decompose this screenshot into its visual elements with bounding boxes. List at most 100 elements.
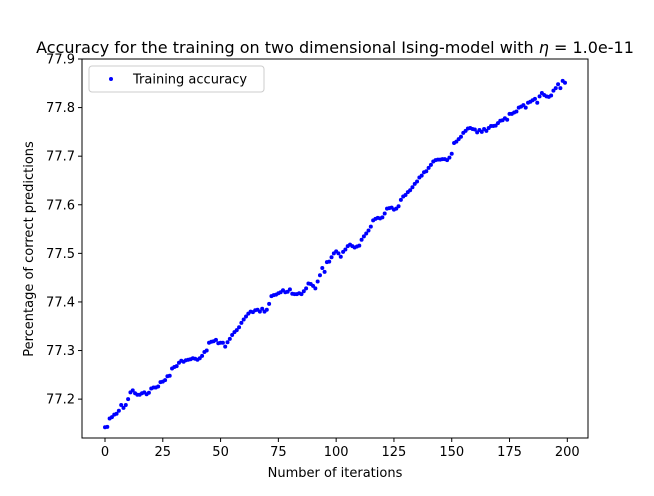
data-point bbox=[114, 411, 119, 416]
data-point bbox=[329, 255, 334, 260]
data-points-layer bbox=[103, 78, 567, 430]
data-point bbox=[213, 337, 218, 342]
data-point bbox=[121, 405, 126, 410]
x-tick-label: 25 bbox=[155, 445, 172, 460]
data-point bbox=[146, 390, 151, 395]
data-point bbox=[327, 259, 332, 264]
legend-box bbox=[88, 65, 265, 93]
data-point bbox=[260, 306, 265, 311]
y-tick-label: 77.5 bbox=[46, 247, 75, 262]
data-point bbox=[424, 169, 429, 174]
data-point bbox=[322, 269, 327, 274]
data-point bbox=[364, 231, 369, 236]
data-point bbox=[299, 292, 304, 297]
data-point bbox=[368, 224, 373, 229]
data-point bbox=[458, 134, 463, 139]
data-point bbox=[301, 289, 306, 294]
data-point bbox=[315, 279, 320, 284]
x-axis-label: Number of iterations bbox=[268, 466, 403, 481]
data-point bbox=[313, 286, 318, 291]
data-point bbox=[537, 94, 542, 99]
data-point bbox=[126, 397, 131, 402]
data-point bbox=[156, 384, 161, 389]
data-point bbox=[532, 96, 537, 101]
data-point bbox=[320, 265, 325, 270]
data-point bbox=[398, 197, 403, 202]
data-point bbox=[241, 317, 246, 322]
y-axis-ticks: 77.2 77.3 77.4 77.5 77.6 77.7 77.8 77.9 bbox=[46, 53, 82, 408]
data-point bbox=[484, 128, 489, 133]
data-point bbox=[523, 105, 528, 110]
data-point bbox=[361, 234, 366, 239]
legend-label: Training accuracy bbox=[132, 73, 247, 88]
x-tick-label: 50 bbox=[212, 445, 229, 460]
data-point bbox=[396, 204, 401, 209]
data-point bbox=[225, 340, 230, 345]
data-point bbox=[234, 328, 239, 333]
x-tick-label: 125 bbox=[382, 445, 407, 460]
data-point bbox=[317, 273, 322, 278]
data-point bbox=[357, 243, 362, 248]
data-point bbox=[163, 378, 168, 383]
data-point bbox=[472, 127, 477, 132]
y-tick-label: 77.2 bbox=[46, 393, 75, 408]
y-tick-label: 77.7 bbox=[46, 150, 75, 165]
y-axis-label: Percentage of correct predictions bbox=[22, 141, 37, 357]
data-point bbox=[287, 287, 292, 292]
data-point bbox=[130, 388, 135, 393]
x-tick-label: 0 bbox=[101, 445, 109, 460]
data-point bbox=[200, 353, 205, 358]
data-point bbox=[343, 247, 348, 252]
x-tick-label: 100 bbox=[324, 445, 349, 460]
chart-title-prefix: Accuracy for the training on two dimensi… bbox=[36, 38, 539, 57]
chart-title: Accuracy for the training on two dimensi… bbox=[36, 38, 634, 57]
data-point bbox=[304, 286, 309, 291]
x-tick-label: 150 bbox=[439, 445, 464, 460]
data-point bbox=[174, 364, 179, 369]
data-point bbox=[230, 332, 235, 337]
data-point bbox=[105, 424, 110, 429]
data-point bbox=[380, 215, 385, 220]
data-point bbox=[382, 211, 387, 216]
data-point bbox=[257, 309, 262, 314]
data-point bbox=[204, 348, 209, 353]
legend: Training accuracy bbox=[88, 65, 265, 93]
data-point bbox=[428, 162, 433, 167]
data-point bbox=[556, 82, 561, 87]
y-tick-label: 77.4 bbox=[46, 295, 75, 310]
x-tick-label: 175 bbox=[497, 445, 522, 460]
data-point bbox=[426, 165, 431, 170]
data-point bbox=[338, 254, 343, 259]
x-tick-label: 75 bbox=[270, 445, 287, 460]
chart-title-symbol: η bbox=[539, 38, 549, 57]
y-tick-label: 77.8 bbox=[46, 101, 75, 116]
data-point bbox=[227, 336, 232, 341]
data-point bbox=[403, 193, 408, 198]
data-point bbox=[267, 301, 272, 306]
data-point bbox=[549, 93, 554, 98]
data-point bbox=[123, 402, 128, 407]
data-point bbox=[505, 117, 510, 122]
data-point bbox=[447, 155, 452, 160]
data-point bbox=[408, 188, 413, 193]
data-point bbox=[336, 251, 341, 256]
data-point bbox=[535, 100, 540, 105]
data-point bbox=[220, 340, 225, 345]
x-tick-label: 200 bbox=[555, 445, 580, 460]
data-point bbox=[116, 408, 121, 413]
data-point bbox=[514, 109, 519, 114]
data-point bbox=[410, 185, 415, 190]
data-point bbox=[223, 344, 228, 349]
x-axis-ticks: 0 25 50 75 100 125 150 175 200 bbox=[101, 438, 580, 460]
y-tick-label: 77.6 bbox=[46, 198, 75, 213]
data-point bbox=[359, 237, 364, 242]
chart-title-suffix: = 1.0e-11 bbox=[549, 38, 634, 57]
y-tick-label: 77.3 bbox=[46, 344, 75, 359]
data-point bbox=[264, 307, 269, 312]
y-tick-label: 77.9 bbox=[46, 53, 75, 68]
data-point bbox=[553, 86, 558, 91]
data-point bbox=[419, 173, 424, 178]
data-point bbox=[563, 80, 567, 85]
